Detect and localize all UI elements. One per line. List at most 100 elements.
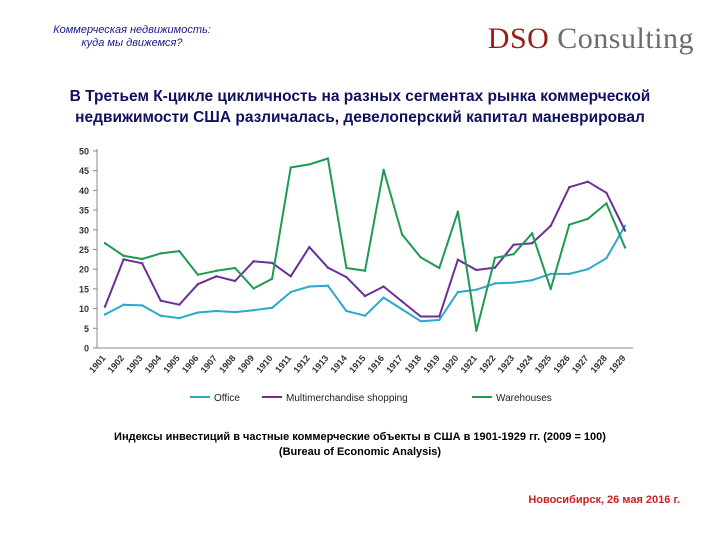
y-tick-label: 0: [84, 344, 89, 354]
x-tick-label: 1927: [570, 353, 591, 375]
chart-caption: Индексы инвестиций в частные коммерчески…: [0, 430, 720, 460]
y-tick-label: 30: [79, 225, 89, 235]
x-tick-label: 1918: [403, 353, 424, 375]
data-point-warehouses: [623, 246, 627, 249]
data-point-office: [252, 308, 255, 312]
data-point-warehouses: [345, 266, 348, 270]
data-point-warehouses: [363, 269, 367, 272]
data-point-warehouses: [103, 241, 107, 245]
data-point-multimerchandise-shopping: [363, 294, 367, 298]
data-point-office: [289, 290, 292, 294]
data-point-warehouses: [456, 210, 460, 213]
x-tick-label: 1903: [124, 353, 145, 375]
data-point-warehouses: [140, 257, 144, 261]
data-point-multimerchandise-shopping: [568, 186, 571, 189]
data-point-multimerchandise-shopping: [140, 262, 144, 265]
data-point-multimerchandise-shopping: [308, 245, 311, 249]
x-tick-label: 1923: [496, 353, 517, 375]
data-point-multimerchandise-shopping: [586, 180, 590, 183]
y-tick-label: 15: [79, 284, 89, 294]
data-point-warehouses: [530, 232, 534, 235]
x-tick-label: 1926: [551, 353, 572, 375]
brand-logo-dso: DSO: [487, 22, 550, 55]
data-point-multimerchandise-shopping: [178, 303, 181, 306]
x-tick-label: 1929: [607, 353, 628, 375]
data-point-office: [363, 314, 367, 317]
data-point-multimerchandise-shopping: [215, 275, 218, 278]
data-point-warehouses: [252, 287, 255, 290]
data-point-multimerchandise-shopping: [400, 300, 404, 303]
x-tick-label: 1906: [180, 353, 201, 375]
data-point-office: [196, 311, 200, 314]
x-tick-label: 1928: [588, 353, 609, 375]
data-point-office: [493, 282, 497, 285]
data-point-office: [215, 309, 218, 313]
x-tick-label: 1925: [533, 353, 554, 375]
data-point-office: [586, 268, 590, 271]
data-point-office: [456, 290, 460, 294]
data-point-warehouses: [475, 329, 478, 332]
data-point-multimerchandise-shopping: [605, 191, 608, 194]
data-point-office: [512, 281, 515, 284]
data-point-office: [605, 256, 608, 260]
x-tick-label: 1904: [143, 353, 164, 375]
slide-headline: В Третьем К-цикле цикличность на разных …: [0, 86, 720, 128]
data-point-office: [345, 309, 348, 313]
y-tick-label: 25: [79, 245, 89, 255]
footer-place-date: Новосибирск, 26 мая 2016 г.: [528, 494, 680, 506]
data-point-office: [530, 279, 534, 282]
y-tick-label: 40: [79, 186, 89, 196]
x-tick-label: 1916: [366, 353, 387, 375]
x-tick-label: 1913: [310, 353, 331, 375]
data-point-office: [568, 272, 571, 276]
data-point-office: [438, 318, 441, 322]
data-point-office: [233, 310, 237, 314]
data-point-warehouses: [586, 217, 590, 220]
x-tick-label: 1902: [106, 353, 127, 375]
data-point-office: [549, 272, 552, 276]
y-tick-label: 10: [79, 304, 89, 314]
x-tick-label: 1921: [458, 353, 479, 375]
data-point-multimerchandise-shopping: [252, 260, 255, 263]
data-point-multimerchandise-shopping: [382, 285, 385, 288]
data-point-warehouses: [568, 223, 571, 226]
x-tick-label: 1905: [161, 353, 182, 375]
data-point-warehouses: [382, 168, 385, 172]
data-point-office: [103, 313, 107, 316]
x-tick-label: 1907: [198, 353, 219, 375]
data-point-multimerchandise-shopping: [549, 224, 552, 228]
data-point-warehouses: [549, 287, 552, 291]
data-point-warehouses: [493, 256, 497, 259]
chart-caption-line1: Индексы инвестиций в частные коммерчески…: [114, 431, 606, 443]
x-tick-label: 1919: [421, 353, 442, 375]
data-point-office: [419, 320, 422, 323]
presentation-title-line1: Коммерческая недвижимость:: [53, 24, 211, 36]
data-point-office: [475, 288, 478, 291]
series-line-warehouses: [104, 157, 626, 332]
data-point-warehouses: [326, 157, 330, 160]
data-point-warehouses: [289, 166, 292, 169]
x-tick-label: 1901: [87, 353, 108, 375]
data-point-office: [178, 316, 181, 320]
data-point-multimerchandise-shopping: [345, 275, 348, 279]
data-point-multimerchandise-shopping: [512, 243, 515, 246]
data-point-warehouses: [122, 254, 125, 258]
data-point-warehouses: [270, 277, 274, 280]
y-tick-label: 35: [79, 206, 89, 216]
y-tick-label: 20: [79, 265, 89, 275]
data-point-warehouses: [512, 253, 515, 256]
x-tick-label: 1909: [236, 353, 257, 375]
x-tick-label: 1908: [217, 353, 238, 375]
presentation-title: Коммерческая недвижимость: куда мы движе…: [22, 24, 242, 50]
y-tick-label: 5: [84, 324, 89, 334]
brand-logo: DSO Consulting: [488, 22, 694, 56]
data-point-multimerchandise-shopping: [103, 305, 107, 308]
data-point-multimerchandise-shopping: [233, 279, 237, 283]
data-point-warehouses: [196, 273, 200, 276]
chart-caption-line2: (Bureau of Economic Analysis): [278, 446, 442, 458]
data-point-multimerchandise-shopping: [122, 258, 125, 261]
data-point-office: [400, 308, 404, 311]
data-point-office: [270, 306, 274, 310]
data-point-multimerchandise-shopping: [326, 266, 330, 269]
